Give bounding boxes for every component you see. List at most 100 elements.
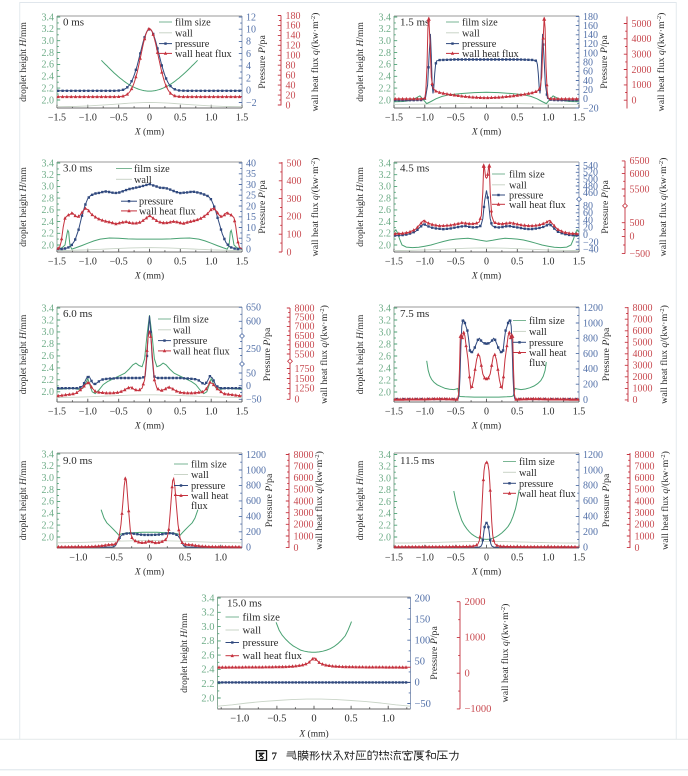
svg-text:100: 100 <box>286 51 301 62</box>
svg-text:−1.0: −1.0 <box>79 113 97 124</box>
svg-text:0: 0 <box>246 381 251 392</box>
svg-text:wall heat flux: wall heat flux <box>519 489 576 500</box>
svg-text:3.4: 3.4 <box>379 303 392 314</box>
svg-text:1000: 1000 <box>583 318 603 329</box>
svg-text:−0.5: −0.5 <box>447 257 465 268</box>
svg-text:pressure: pressure <box>529 338 564 349</box>
svg-text:2.8: 2.8 <box>379 339 392 350</box>
svg-text:3.2: 3.2 <box>379 24 392 35</box>
svg-text:0: 0 <box>465 669 470 680</box>
svg-text:2.8: 2.8 <box>42 48 55 59</box>
svg-text:−0.5: −0.5 <box>110 113 128 124</box>
svg-text:5000: 5000 <box>635 485 655 496</box>
svg-text:3000: 3000 <box>632 50 652 61</box>
svg-text:wall heat flux: wall heat flux <box>243 650 303 662</box>
svg-text:7000: 7000 <box>635 461 655 472</box>
svg-text:wall: wall <box>462 28 480 39</box>
svg-text:0: 0 <box>632 96 637 107</box>
svg-text:0 ms: 0 ms <box>63 17 84 29</box>
svg-text:Pressure P/pa: Pressure P/pa <box>257 180 268 234</box>
svg-text:650: 650 <box>246 303 261 314</box>
svg-text:1.5: 1.5 <box>573 113 586 124</box>
svg-text:1000: 1000 <box>583 465 603 476</box>
svg-text:2.4: 2.4 <box>379 363 392 374</box>
svg-text:2.8: 2.8 <box>201 636 214 647</box>
svg-text:1500: 1500 <box>295 374 315 385</box>
svg-text:−1.5: −1.5 <box>385 553 403 564</box>
svg-text:wall: wall <box>243 625 262 637</box>
svg-text:3.4: 3.4 <box>379 12 392 23</box>
svg-text:5500: 5500 <box>295 349 315 360</box>
svg-text:0: 0 <box>147 257 152 268</box>
svg-text:film size: film size <box>243 612 281 624</box>
svg-text:film size: film size <box>175 18 211 29</box>
svg-text:3.0: 3.0 <box>42 327 55 338</box>
svg-text:6000: 6000 <box>295 340 315 351</box>
svg-text:200: 200 <box>287 212 302 223</box>
svg-text:8000: 8000 <box>635 450 655 461</box>
svg-text:1000: 1000 <box>246 465 266 476</box>
svg-text:Pressure P/pa: Pressure P/pa <box>262 327 273 381</box>
svg-text:9.0 ms: 9.0 ms <box>63 455 92 467</box>
svg-text:160: 160 <box>583 21 598 32</box>
svg-text:0: 0 <box>630 232 635 243</box>
svg-text:droplet height H/mm: droplet height H/mm <box>19 167 29 247</box>
svg-text:droplet height H/mm: droplet height H/mm <box>19 460 29 540</box>
svg-text:2.8: 2.8 <box>42 193 55 204</box>
svg-text:200: 200 <box>246 527 261 538</box>
svg-text:3.0: 3.0 <box>42 182 55 193</box>
svg-text:500: 500 <box>583 175 598 186</box>
svg-text:40: 40 <box>246 158 256 169</box>
svg-text:520: 520 <box>583 168 598 179</box>
svg-text:0: 0 <box>583 395 588 406</box>
svg-text:wall: wall <box>134 175 152 186</box>
svg-text:2.0: 2.0 <box>379 240 392 251</box>
svg-text:−1.5: −1.5 <box>48 113 66 124</box>
svg-text:3.2: 3.2 <box>42 461 55 472</box>
svg-text:−0.5: −0.5 <box>447 553 465 564</box>
svg-text:30: 30 <box>246 180 256 191</box>
svg-text:3.4: 3.4 <box>379 450 392 461</box>
svg-text:3.4: 3.4 <box>42 12 55 23</box>
svg-text:wall heat flux q/(kw·m-2): wall heat flux q/(kw·m-2) <box>659 305 671 404</box>
svg-text:50: 50 <box>246 368 256 379</box>
svg-text:7500: 7500 <box>295 313 315 324</box>
svg-text:540: 540 <box>583 161 598 172</box>
svg-text:3.2: 3.2 <box>379 170 392 181</box>
svg-text:400: 400 <box>246 512 261 523</box>
svg-text:wall heat flux: wall heat flux <box>175 49 232 60</box>
svg-text:0: 0 <box>246 543 251 554</box>
svg-text:400: 400 <box>583 512 598 523</box>
svg-text:wall heat flux q/(kw·m-2): wall heat flux q/(kw·m-2) <box>656 13 668 112</box>
svg-text:2.2: 2.2 <box>42 375 55 386</box>
svg-text:wall: wall <box>509 180 527 191</box>
svg-text:−1.0: −1.0 <box>416 407 434 418</box>
svg-text:2.2: 2.2 <box>379 521 392 532</box>
svg-text:2000: 2000 <box>633 372 653 383</box>
svg-text:600: 600 <box>246 496 261 507</box>
svg-text:2.0: 2.0 <box>379 387 392 398</box>
svg-text:−1.0: −1.0 <box>416 257 434 268</box>
svg-text:film size: film size <box>529 316 565 327</box>
svg-text:2.6: 2.6 <box>201 650 214 661</box>
svg-text:200: 200 <box>415 593 431 604</box>
svg-text:3.2: 3.2 <box>379 315 392 326</box>
svg-text:−0.5: −0.5 <box>447 407 465 418</box>
svg-text:−0.5: −0.5 <box>447 113 465 124</box>
svg-text:100: 100 <box>415 636 431 647</box>
svg-text:7: 7 <box>272 750 278 762</box>
svg-text:600: 600 <box>246 317 261 328</box>
svg-text:2000: 2000 <box>294 520 314 531</box>
svg-text:1.0: 1.0 <box>205 257 218 268</box>
svg-text:1.0: 1.0 <box>542 113 555 124</box>
svg-text:2.4: 2.4 <box>42 363 55 374</box>
svg-text:X (mm): X (mm) <box>471 421 501 432</box>
svg-text:0.5: 0.5 <box>179 553 192 564</box>
svg-text:140: 140 <box>583 30 598 41</box>
svg-text:3.4: 3.4 <box>42 158 55 169</box>
svg-text:−20: −20 <box>583 103 599 114</box>
svg-text:3000: 3000 <box>633 361 653 372</box>
svg-text:1.5: 1.5 <box>236 257 249 268</box>
svg-text:3.4: 3.4 <box>379 158 392 169</box>
svg-text:2.4: 2.4 <box>379 217 392 228</box>
